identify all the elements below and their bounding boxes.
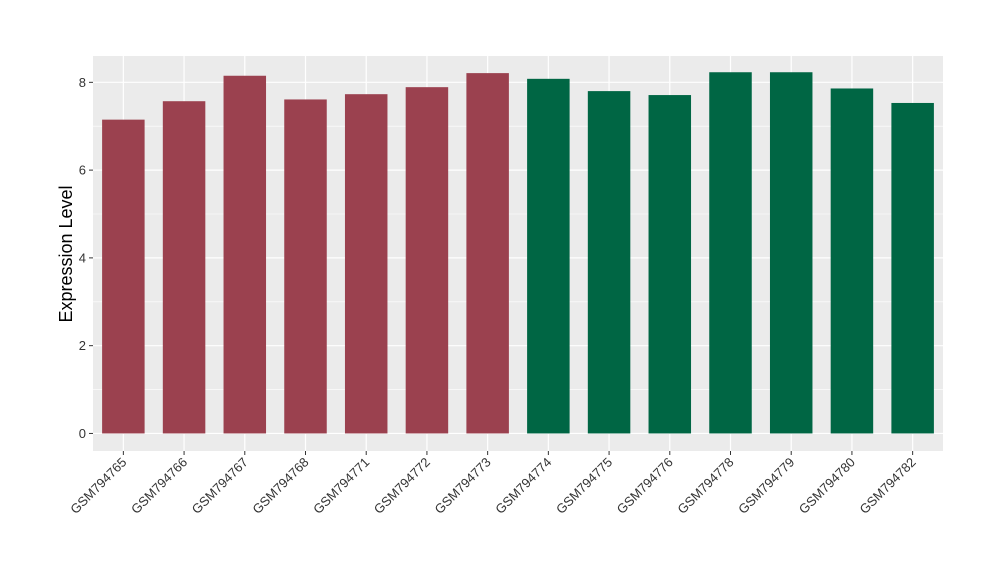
y-tick-label: 8 [79,75,86,90]
x-tick-label: GSM794780 [796,455,858,517]
y-tick-label: 6 [79,163,86,178]
y-axis-title: Expression Level [56,185,76,322]
bar-gsm794775 [587,91,631,434]
bar-gsm794766 [162,101,206,434]
x-tick-label: GSM794771 [310,455,372,517]
bar-gsm794778 [709,72,752,434]
bar-gsm794771 [344,94,388,434]
y-tick-label: 4 [79,250,86,265]
bar-gsm794776 [648,95,692,434]
x-tick-label: GSM794767 [189,455,251,517]
x-tick-label: GSM794773 [432,455,494,517]
x-tick-label: GSM794766 [128,455,190,517]
bar-gsm794767 [223,75,267,434]
x-tick-label: GSM794774 [492,455,554,517]
bar-gsm794768 [284,99,327,434]
bar-gsm794772 [405,87,449,434]
y-tick-label: 0 [79,426,86,441]
y-tick-label: 2 [79,338,86,353]
x-tick-label: GSM794765 [67,455,129,517]
bar-gsm794779 [769,72,813,434]
plot-panel [93,56,943,451]
bar-gsm794774 [527,78,570,434]
bar-gsm794780 [830,88,874,434]
x-tick-label: GSM794775 [553,455,615,517]
x-tick-label: GSM794776 [614,455,676,517]
y-axis: 0 2 4 6 8 [79,75,93,441]
x-tick-label: GSM794782 [857,455,919,517]
bars [102,72,934,434]
x-tick-label: GSM794768 [249,455,311,517]
x-tick-label: GSM794772 [371,455,433,517]
bar-gsm794765 [102,119,145,434]
x-tick-label: GSM794779 [735,455,797,517]
x-axis: GSM794765GSM794766GSM794767GSM794768GSM7… [67,451,919,517]
bar-gsm794773 [466,73,509,434]
x-tick-label: GSM794778 [674,455,736,517]
bar-gsm794782 [891,102,934,434]
